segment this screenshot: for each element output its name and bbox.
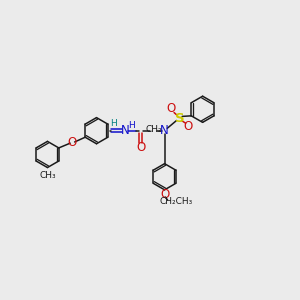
Text: O: O <box>167 103 176 116</box>
Text: H: H <box>110 119 117 128</box>
Text: O: O <box>136 140 146 154</box>
Text: S: S <box>175 112 184 125</box>
Text: O: O <box>184 120 193 133</box>
Text: CH₂CH₃: CH₂CH₃ <box>160 197 193 206</box>
Text: CH₂: CH₂ <box>145 125 162 134</box>
Text: H: H <box>128 121 135 130</box>
Text: O: O <box>68 136 76 149</box>
Text: CH₃: CH₃ <box>39 171 56 180</box>
Text: N: N <box>121 124 130 137</box>
Text: O: O <box>160 188 169 201</box>
Text: N: N <box>160 124 169 137</box>
